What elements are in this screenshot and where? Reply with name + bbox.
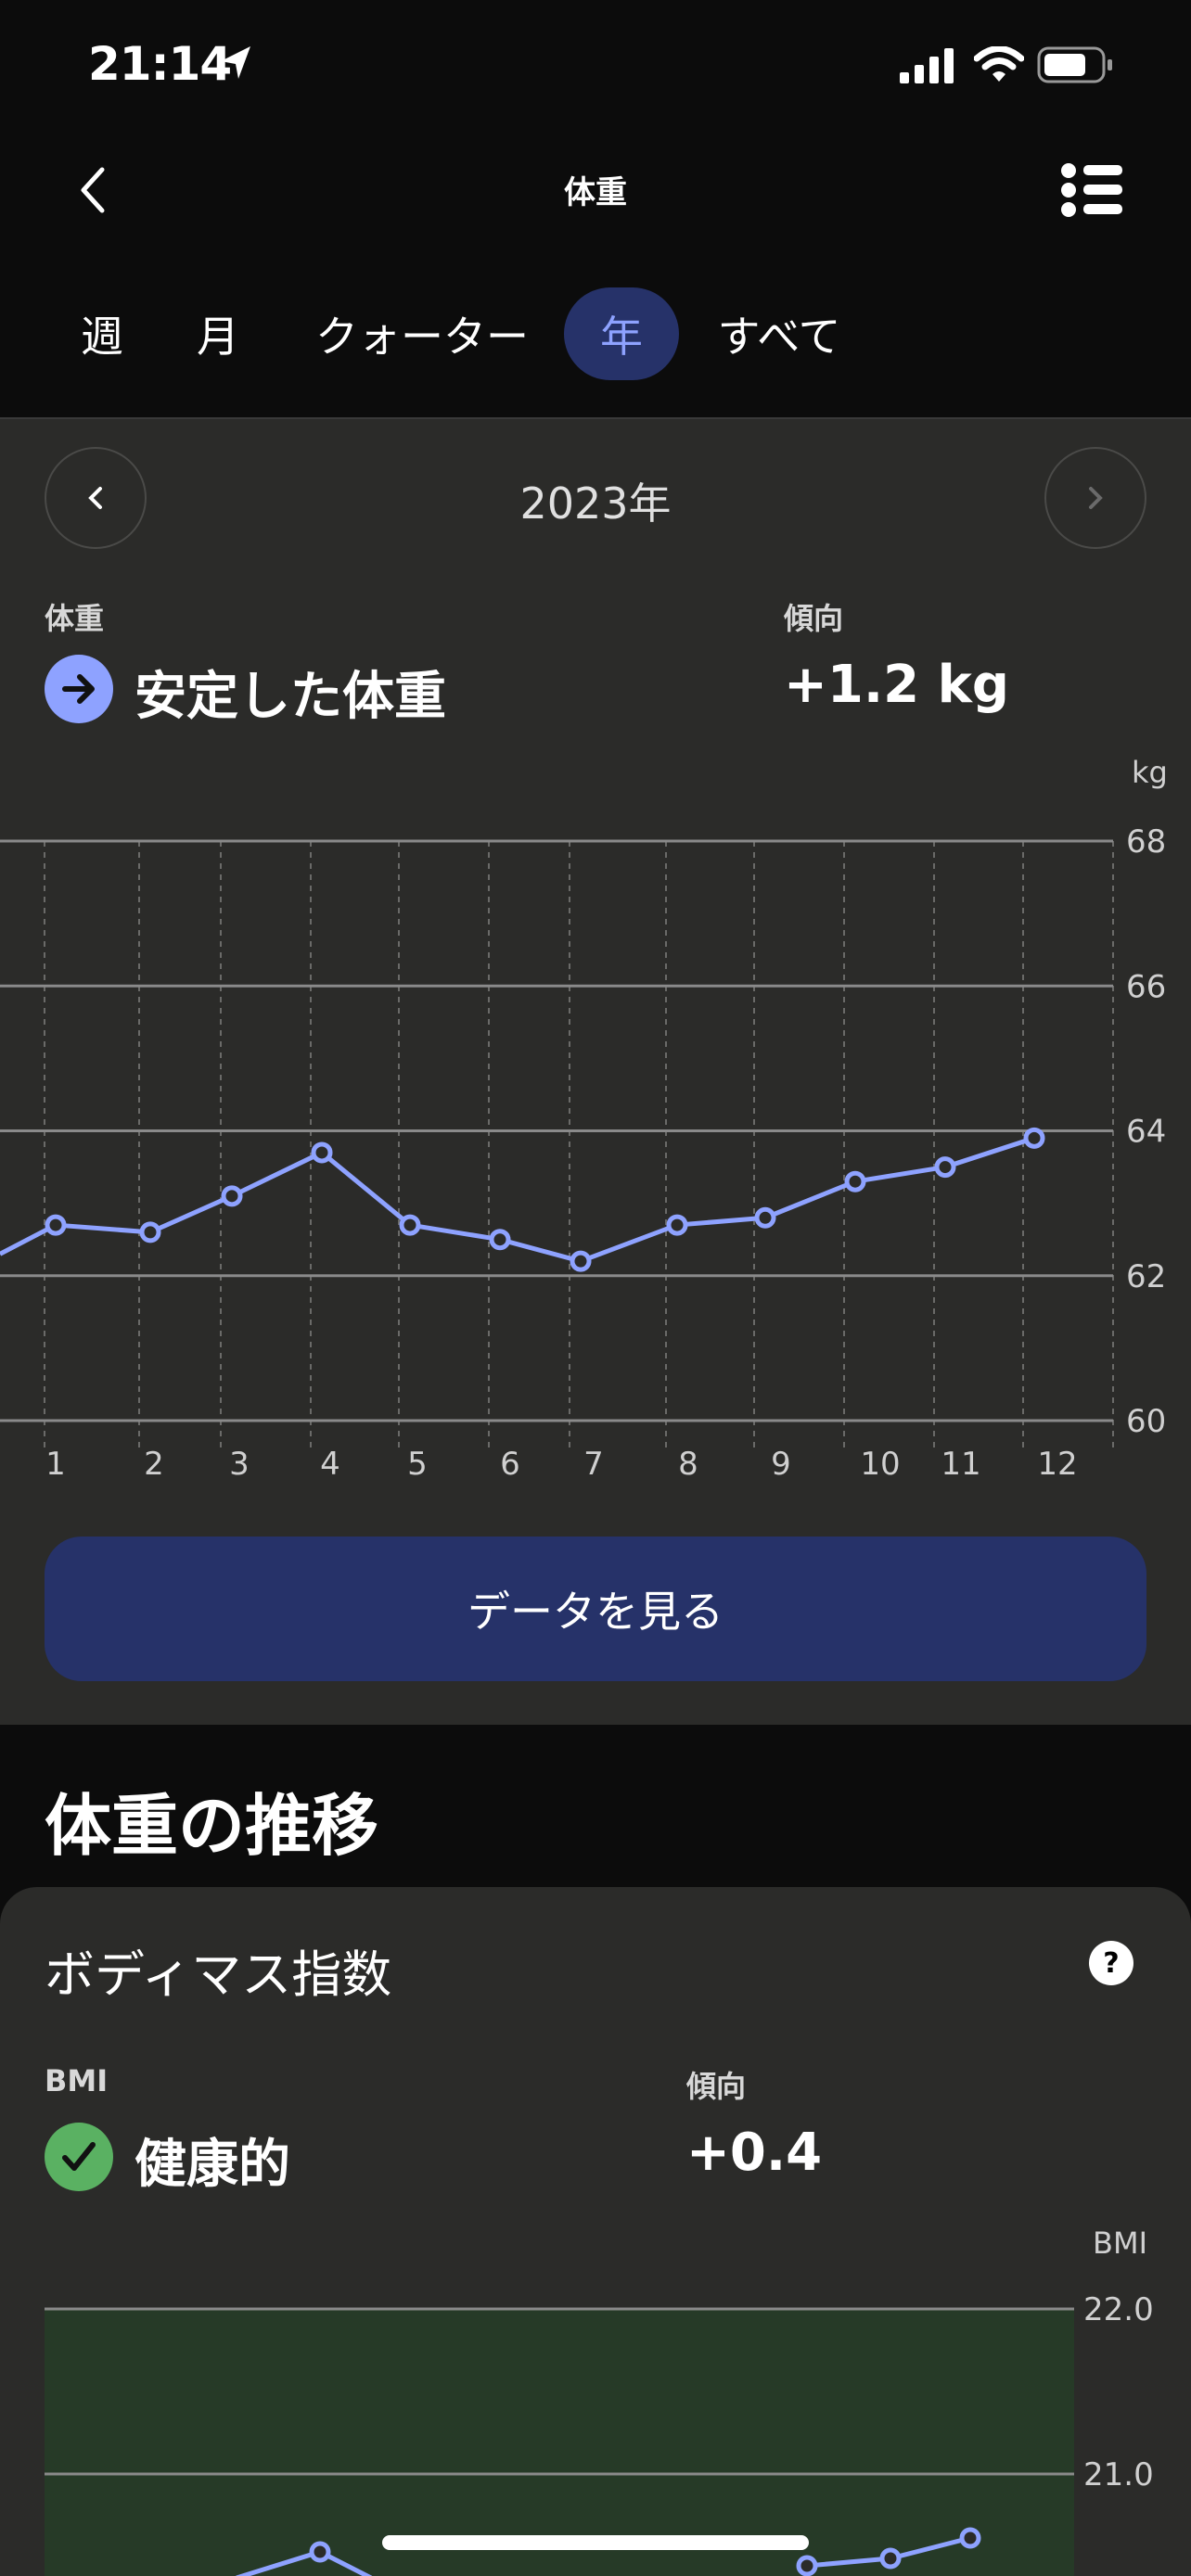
tab-quarter[interactable]: クォーター bbox=[315, 312, 529, 362]
x-tick-label: 7 bbox=[583, 1446, 604, 1483]
y-unit-label: kg bbox=[1132, 755, 1168, 790]
period-tabs: 週 月 クォーター 年 すべて bbox=[0, 287, 1191, 380]
data-point bbox=[221, 1185, 243, 1207]
x-tick-label: 11 bbox=[941, 1446, 980, 1483]
wifi-icon bbox=[974, 46, 1024, 82]
bmi-trend-value: +0.4 bbox=[686, 2123, 823, 2183]
y-tick-label: 60 bbox=[1126, 1403, 1166, 1440]
x-tick-label: 1 bbox=[45, 1446, 66, 1483]
x-tick-label: 2 bbox=[144, 1446, 164, 1483]
weight-panel: 2023年 体重 安定した体重 傾向 +1.2 kg kg 68 66 64 62 60 1… bbox=[0, 419, 1191, 1725]
bmi-unit-label: BMI bbox=[1093, 2225, 1147, 2261]
bmi-card-title: ボディマス指数 bbox=[45, 1945, 392, 2004]
chevron-left-icon bbox=[88, 487, 102, 509]
help-icon[interactable]: ? bbox=[1089, 1941, 1133, 1985]
nav-header: 体重 bbox=[0, 139, 1191, 241]
next-period-button[interactable] bbox=[1044, 447, 1146, 549]
bmi-label: BMI bbox=[45, 2063, 109, 2098]
home-indicator bbox=[382, 2535, 809, 2550]
x-tick-label: 9 bbox=[771, 1446, 791, 1483]
series-line bbox=[0, 1135, 1035, 1264]
bmi-point bbox=[879, 2547, 902, 2570]
data-point bbox=[666, 1214, 688, 1236]
trend-value: +1.2 kg bbox=[784, 655, 1009, 715]
x-tick-label: 8 bbox=[678, 1446, 698, 1483]
x-tick-label: 10 bbox=[860, 1446, 900, 1483]
tab-all[interactable]: すべて bbox=[717, 312, 841, 362]
x-tick-label: 4 bbox=[320, 1446, 340, 1483]
data-point bbox=[754, 1206, 776, 1229]
x-tick-label: 6 bbox=[500, 1446, 520, 1483]
tab-week[interactable]: 週 bbox=[81, 312, 123, 362]
data-point bbox=[399, 1214, 421, 1236]
data-point bbox=[570, 1250, 592, 1272]
bmi-line-chart: BMI 22.0 21.0 bbox=[45, 2225, 1154, 2576]
arrow-right-icon bbox=[62, 674, 95, 704]
bmi-ytick: 21.0 bbox=[1083, 2456, 1154, 2493]
chevron-left-icon bbox=[81, 167, 105, 213]
healthy-badge bbox=[45, 2123, 113, 2191]
location-arrow-icon bbox=[221, 46, 250, 79]
status-time: 21:14 bbox=[88, 37, 232, 91]
bmi-point bbox=[309, 2541, 331, 2563]
page-title: 体重 bbox=[564, 174, 627, 211]
chevron-right-icon bbox=[1089, 487, 1103, 509]
bmi-trend-label: 傾向 bbox=[686, 2069, 747, 2104]
x-tick-label: 3 bbox=[229, 1446, 250, 1483]
checkmark-icon bbox=[62, 2142, 96, 2171]
data-point bbox=[489, 1229, 511, 1251]
trend-label: 傾向 bbox=[784, 601, 844, 636]
tab-year[interactable]: 年 bbox=[564, 287, 679, 380]
x-tick-label: 12 bbox=[1037, 1446, 1077, 1483]
see-data-button[interactable]: データを見る bbox=[45, 1537, 1146, 1681]
battery-icon bbox=[1037, 46, 1112, 83]
data-point bbox=[934, 1156, 956, 1179]
prev-period-button[interactable] bbox=[45, 447, 147, 549]
section-title: 体重の推移 bbox=[45, 1787, 379, 1865]
divider bbox=[0, 417, 1191, 419]
list-menu-button[interactable] bbox=[1057, 158, 1132, 223]
weight-status: 安定した体重 bbox=[134, 667, 446, 727]
signal-icon bbox=[900, 48, 954, 83]
tab-month[interactable]: 月 bbox=[197, 312, 239, 362]
data-point bbox=[844, 1170, 866, 1192]
bmi-status: 健康的 bbox=[134, 2135, 290, 2195]
weight-label: 体重 bbox=[45, 601, 105, 636]
y-tick-label: 64 bbox=[1126, 1114, 1166, 1151]
bmi-card: ボディマス指数 ? BMI 健康的 傾向 +0.4 BMI 22.0 21.0 bbox=[0, 1887, 1191, 2576]
back-button[interactable] bbox=[65, 158, 121, 223]
healthy-zone bbox=[45, 2309, 1074, 2576]
bmi-point bbox=[959, 2527, 981, 2549]
x-tick-label: 5 bbox=[407, 1446, 428, 1483]
bmi-ytick: 22.0 bbox=[1083, 2291, 1154, 2328]
data-point bbox=[311, 1141, 333, 1164]
y-tick-label: 68 bbox=[1126, 823, 1166, 861]
bmi-point bbox=[796, 2555, 818, 2576]
list-icon bbox=[1061, 163, 1122, 217]
y-tick-label: 66 bbox=[1126, 968, 1166, 1005]
data-point bbox=[45, 1214, 67, 1236]
y-tick-label: 62 bbox=[1126, 1258, 1166, 1295]
data-point bbox=[139, 1221, 161, 1243]
period-label: 2023年 bbox=[519, 478, 672, 529]
status-bar: 21:14 bbox=[0, 0, 1191, 130]
trend-badge bbox=[45, 655, 113, 723]
data-point bbox=[1023, 1127, 1045, 1149]
